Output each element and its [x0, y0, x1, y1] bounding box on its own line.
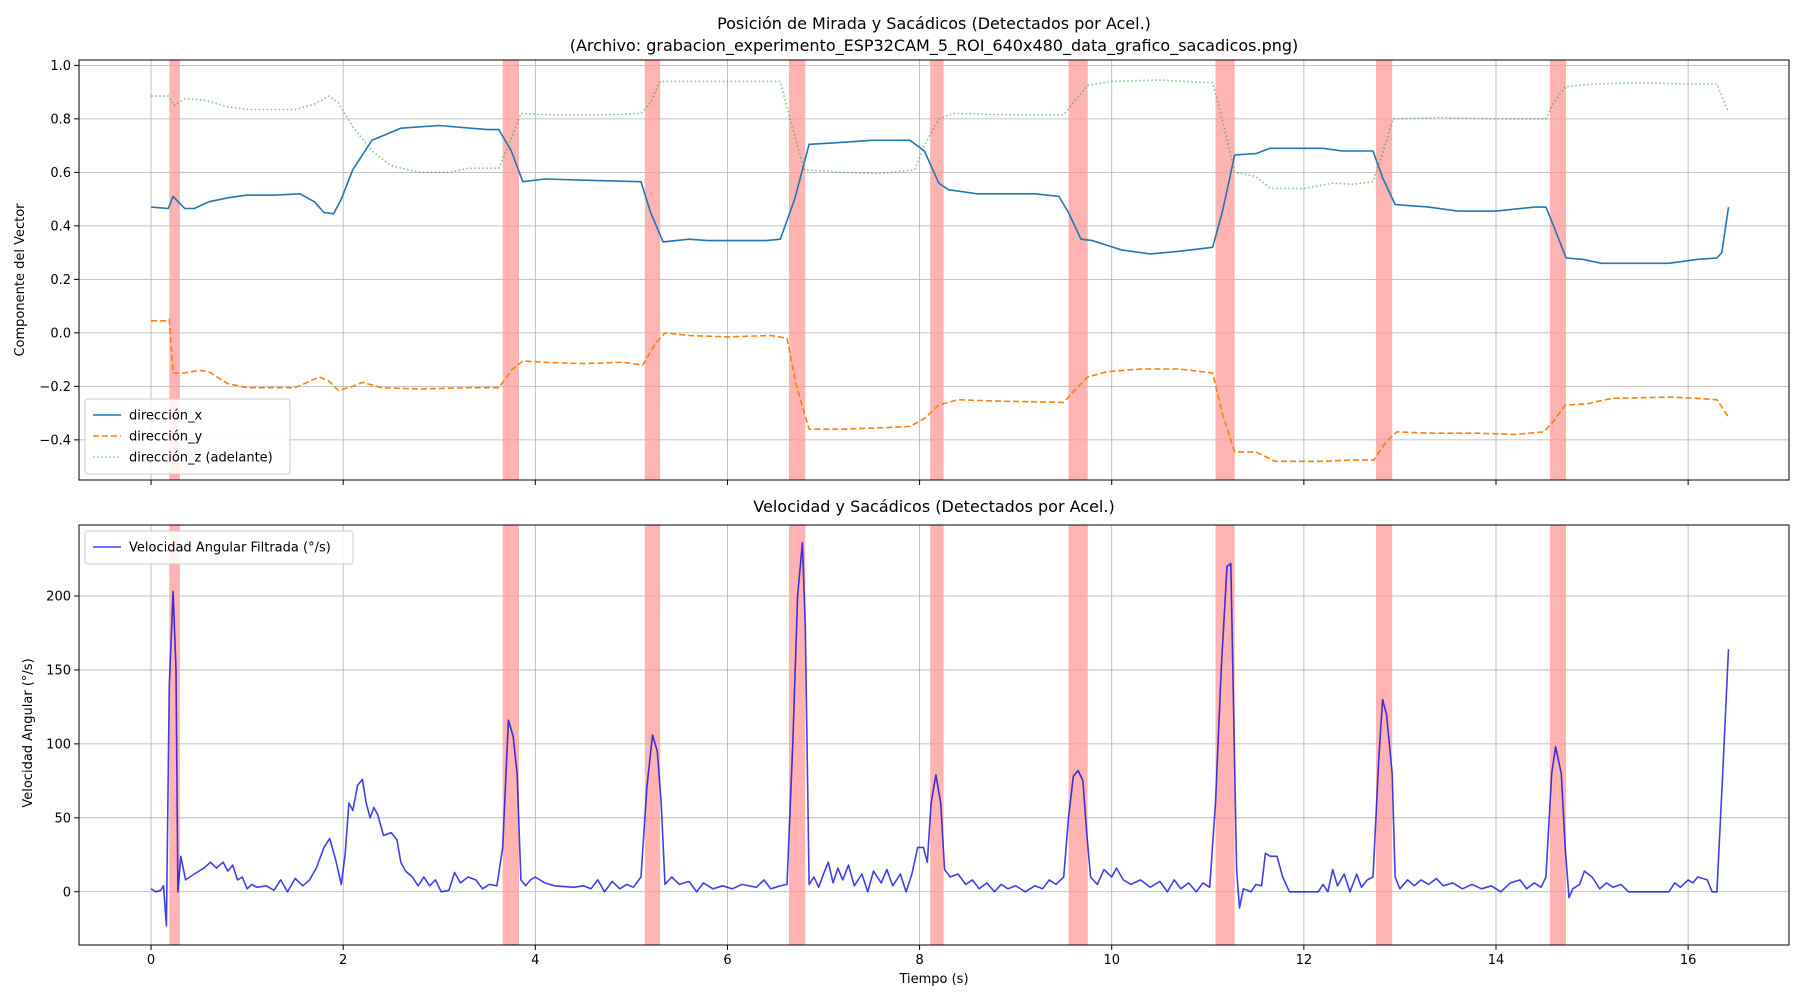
chart2-ytick-label-1: 50	[54, 811, 71, 826]
chart1-saccade-span-8	[1549, 60, 1567, 480]
chart2-saccade-span-7	[1375, 525, 1393, 945]
chart1-ytick-label-7: 1.0	[50, 59, 71, 74]
chart2-xtick-label-1: 2	[339, 953, 347, 968]
chart1-legend-label-0: dirección_x	[129, 409, 203, 424]
chart2-saccade-span-8	[1549, 525, 1567, 945]
chart2-plot-area: 0 2 4 6 8 10 12 14 16 0 50 100 150 200 Velocidad Angul…	[46, 524, 1790, 968]
chart1-saccade-span-5	[1068, 60, 1088, 480]
chart2-ytick-label-0: 0	[63, 885, 71, 900]
chart2-xtick-label-7: 14	[1488, 953, 1505, 968]
chart2-ytick-label-3: 150	[46, 663, 71, 678]
chart1-saccade-span-2	[644, 60, 661, 480]
chart2-saccade-span-0	[169, 525, 180, 945]
chart1-saccade-span-6	[1215, 60, 1235, 480]
chart1-legend-label-1: dirección_y	[129, 430, 203, 445]
chart1-ytick-label-5: 0.6	[50, 166, 71, 181]
chart1-title-line1: Posición de Mirada y Sacádicos (Detectad…	[717, 14, 1151, 33]
chart1-ytick-label-1: −0.2	[39, 380, 71, 395]
chart2-ylabel: Velocidad Angular (°/s)	[21, 658, 36, 807]
chart1-legend-box	[84, 398, 291, 475]
chart1-ytick-label-3: 0.2	[50, 273, 71, 288]
chart2-axes-frame	[78, 524, 1790, 946]
chart2-xtick-label-3: 6	[723, 953, 731, 968]
chart2-legend-label-0: Velocidad Angular Filtrada (°/s)	[129, 541, 331, 556]
chart1-saccade-span-3	[788, 60, 806, 480]
chart2-series-line-0	[150, 541, 1730, 927]
chart1-series-line-1	[151, 318, 1730, 463]
chart2-xtick-label-6: 12	[1296, 953, 1313, 968]
chart2-xtick-label-4: 8	[915, 953, 923, 968]
chart1-series-line-2	[151, 79, 1730, 190]
chart2-saccade-span-3	[788, 525, 806, 945]
chart1-title-line2: (Archivo: grabacion_experimento_ESP32CAM…	[570, 36, 1299, 56]
chart1-axes-frame	[78, 59, 1790, 481]
chart2-ytick-label-2: 100	[46, 737, 71, 752]
chart1-ytick-label-6: 0.8	[50, 112, 71, 127]
chart2-saccade-span-6	[1215, 525, 1235, 945]
chart1-saccade-span-1	[502, 60, 519, 480]
chart1-saccade-span-0	[169, 60, 180, 480]
chart1-ylabel: Componente del Vector	[13, 203, 28, 357]
chart2-ytick-label-4: 200	[46, 589, 71, 604]
chart2-title: Velocidad y Sacádicos (Detectados por Ac…	[753, 497, 1114, 516]
chart2-legend: Velocidad Angular Filtrada (°/s)	[84, 530, 354, 565]
chart2-xtick-label-8: 16	[1680, 953, 1697, 968]
chart2-legend-box	[84, 530, 354, 565]
chart2-xtick-label-5: 10	[1103, 953, 1120, 968]
chart1-saccade-span-4	[930, 60, 944, 480]
chart1-saccade-span-7	[1375, 60, 1393, 480]
chart2-xtick-label-2: 4	[531, 953, 539, 968]
chart2-saccade-span-1	[502, 525, 519, 945]
chart2-xtick-label-0: 0	[147, 953, 155, 968]
chart1-legend: dirección_x dirección_y dirección_z (adela…	[84, 398, 291, 475]
chart2-saccade-span-5	[1068, 525, 1088, 945]
chart2-saccade-span-4	[930, 525, 944, 945]
chart1-series-line-0	[151, 124, 1730, 265]
chart1-legend-label-2: dirección_z (adelante)	[129, 451, 273, 466]
chart1-ytick-label-2: 0.0	[50, 326, 71, 341]
chart1-plot-area: −0.4−0.20.00.20.40.60.81.0dirección_xdir…	[39, 59, 1790, 485]
chart1-ytick-label-0: −0.4	[39, 433, 71, 448]
chart1-ytick-label-4: 0.4	[50, 219, 71, 234]
chart2-xlabel: Tiempo (s)	[898, 972, 968, 987]
